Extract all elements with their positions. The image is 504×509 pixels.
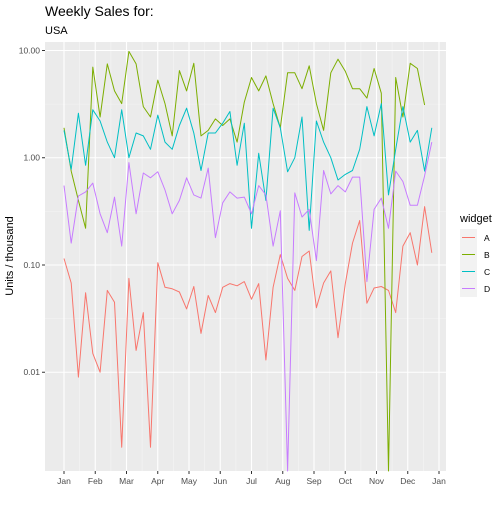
series-layer xyxy=(63,50,433,472)
legend-label-d: D xyxy=(484,284,490,294)
legend-label-b: B xyxy=(484,250,490,260)
series-line-d xyxy=(63,141,433,472)
legend-title: widget xyxy=(459,213,492,225)
x-tick-label: May xyxy=(181,476,198,486)
series-line-a xyxy=(63,206,433,448)
x-tick-label: Oct xyxy=(339,476,353,486)
y-tick-label: 1.00 xyxy=(23,153,40,163)
grid-layer xyxy=(45,42,446,471)
plot-panel xyxy=(45,42,446,471)
y-axis: 0.01 0.10 1.00 10.00 xyxy=(19,45,45,377)
x-tick-label: Jun xyxy=(213,476,227,486)
y-axis-label: Units / thousand xyxy=(4,216,16,296)
chart-title: Weekly Sales for: xyxy=(45,3,154,19)
x-tick-label: Dec xyxy=(400,476,416,486)
x-tick-label: Jan xyxy=(432,476,446,486)
y-tick-label: 0.10 xyxy=(23,260,40,270)
x-tick-label: Aug xyxy=(275,476,290,486)
series-line-b xyxy=(63,50,426,472)
x-tick-label: Nov xyxy=(369,476,385,486)
x-axis: Jan Feb Mar Apr May Jun Jul Aug Sep Oct Nov Dec Jan xyxy=(57,471,446,486)
x-tick-label: Jan xyxy=(57,476,71,486)
x-tick-label: Mar xyxy=(119,476,134,486)
x-tick-label: Feb xyxy=(88,476,103,486)
chart-subtitle: USA xyxy=(45,25,68,37)
y-tick-label: 0.01 xyxy=(23,367,40,377)
x-tick-label: Sep xyxy=(306,476,321,486)
x-tick-label: Jul xyxy=(246,476,257,486)
series-line-c xyxy=(63,103,433,231)
x-tick-label: Apr xyxy=(151,476,164,486)
y-tick-label: 10.00 xyxy=(19,45,41,55)
legend-label-a: A xyxy=(484,233,490,243)
legend-label-c: C xyxy=(484,267,490,277)
